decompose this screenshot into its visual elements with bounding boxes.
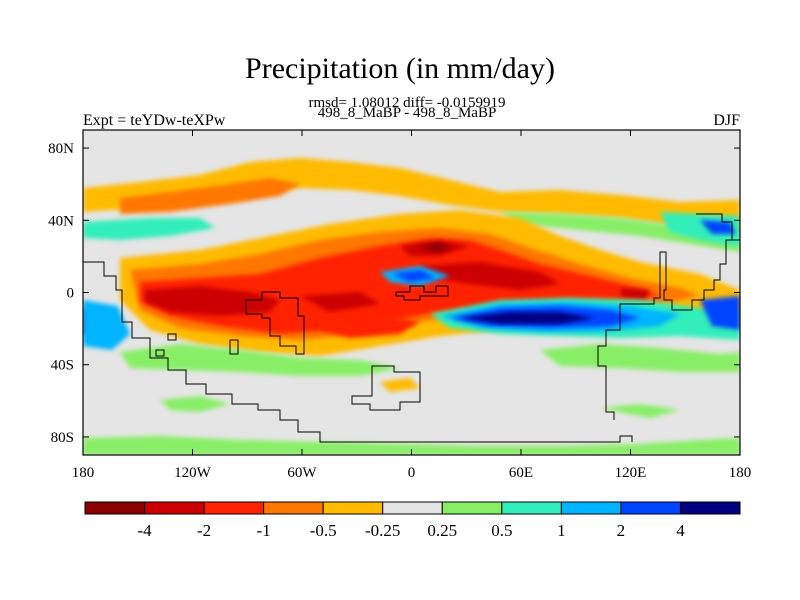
colorbar-label: -2 — [197, 521, 211, 540]
colorbar-box — [620, 501, 681, 515]
colorbar-label: 2 — [617, 521, 626, 540]
y-tick-label: 80N — [48, 141, 74, 157]
contour-green-southern-ocean — [83, 436, 740, 455]
subtitle: 498_8_MaBP - 498_8_MaBP — [317, 105, 497, 121]
x-tick-label: 120W — [174, 465, 212, 481]
coastline-south-africa — [351, 365, 421, 411]
y-tick-label: 0 — [67, 286, 75, 302]
map-panel — [82, 129, 741, 456]
contour-yellow-north-band — [83, 158, 740, 232]
contour-orange-north-band — [120, 178, 300, 214]
contour-darkred-atlantic — [300, 292, 380, 312]
colorbar-box — [263, 501, 324, 515]
colorbar-label: -1 — [257, 521, 271, 540]
contour-yellow-south-atlantic — [380, 378, 420, 392]
colorbar-box — [322, 501, 384, 515]
contour-darkred-africa — [420, 262, 560, 290]
colorbar-label: 1 — [557, 521, 566, 540]
colorbar: -4 -2 -1 -0.5 -0.25 0.25 0.5 1 2 4 — [84, 501, 741, 540]
coastline-small-island-1 — [229, 339, 239, 355]
y-tick-label: 40N — [48, 213, 74, 229]
coastline-northeast-box — [696, 213, 733, 240]
x-axis: 180 120W 60W 0 60E 120E 180 — [72, 130, 752, 481]
x-tick-label: 0 — [408, 465, 416, 481]
contour-blue-northeast — [700, 220, 736, 234]
x-tick-label: 180 — [72, 465, 95, 481]
colorbar-box — [560, 501, 622, 515]
coastline-north-africa — [395, 285, 449, 301]
contour-green-east-band — [600, 404, 680, 418]
colorbar-box — [144, 501, 205, 515]
coastline-small-island-3 — [155, 349, 165, 357]
colorbar-box — [441, 501, 503, 515]
x-tick-label: 60W — [287, 465, 317, 481]
coastline-pacific-continent — [83, 261, 633, 443]
colorbar-label: 0.25 — [427, 521, 457, 540]
contour-green-south-pacific — [120, 344, 400, 376]
coastline-central-landmass — [245, 291, 305, 355]
contour-green-south-lower — [160, 396, 230, 412]
contour-cyan-west-edge — [83, 300, 130, 350]
contour-blue-north-africa — [392, 270, 436, 282]
colorbar-box — [203, 501, 265, 515]
colorbar-label: 0.5 — [491, 521, 512, 540]
colorbar-label: -0.25 — [365, 521, 400, 540]
contour-green-southeast — [540, 344, 740, 372]
contour-navy-south-indian — [460, 312, 595, 324]
colorbar-box — [501, 501, 562, 515]
stats-line: rmsd= 1.08012 diff= -0.0159919 — [308, 95, 506, 111]
y-tick-label: 80S — [51, 430, 74, 446]
contour-cyan-northwest — [83, 218, 215, 240]
colorbar-box — [84, 501, 146, 515]
colorbar-box — [382, 501, 443, 515]
contour-green-north-atlantic — [500, 212, 740, 252]
experiment-label: Expt = teYDw-teXPw — [83, 112, 226, 129]
contour-cyan-northeast — [660, 212, 740, 246]
contour-blue-east-edge — [700, 296, 740, 330]
plot-title: Precipitation (in mm/day) — [245, 52, 555, 85]
coastlines — [83, 213, 740, 443]
colorbar-label: -0.5 — [310, 521, 337, 540]
y-tick-label: 40S — [51, 358, 74, 374]
contour-maroon-north — [418, 243, 452, 252]
colorbar-label: -4 — [137, 521, 152, 540]
x-tick-label: 180 — [729, 465, 752, 481]
coastline-small-island-2 — [167, 333, 177, 341]
x-tick-label: 60E — [509, 465, 533, 481]
contour-darkred-east — [620, 288, 650, 300]
y-axis: 80N 40N 0 40S 80S — [48, 141, 740, 446]
coastline-east-continent — [597, 239, 740, 420]
colorbar-label: 4 — [676, 521, 685, 540]
precip-contours — [83, 158, 740, 455]
colorbar-box — [679, 501, 741, 515]
contour-red-southern — [320, 314, 420, 338]
season-label: DJF — [713, 112, 740, 129]
x-tick-label: 120E — [615, 465, 647, 481]
